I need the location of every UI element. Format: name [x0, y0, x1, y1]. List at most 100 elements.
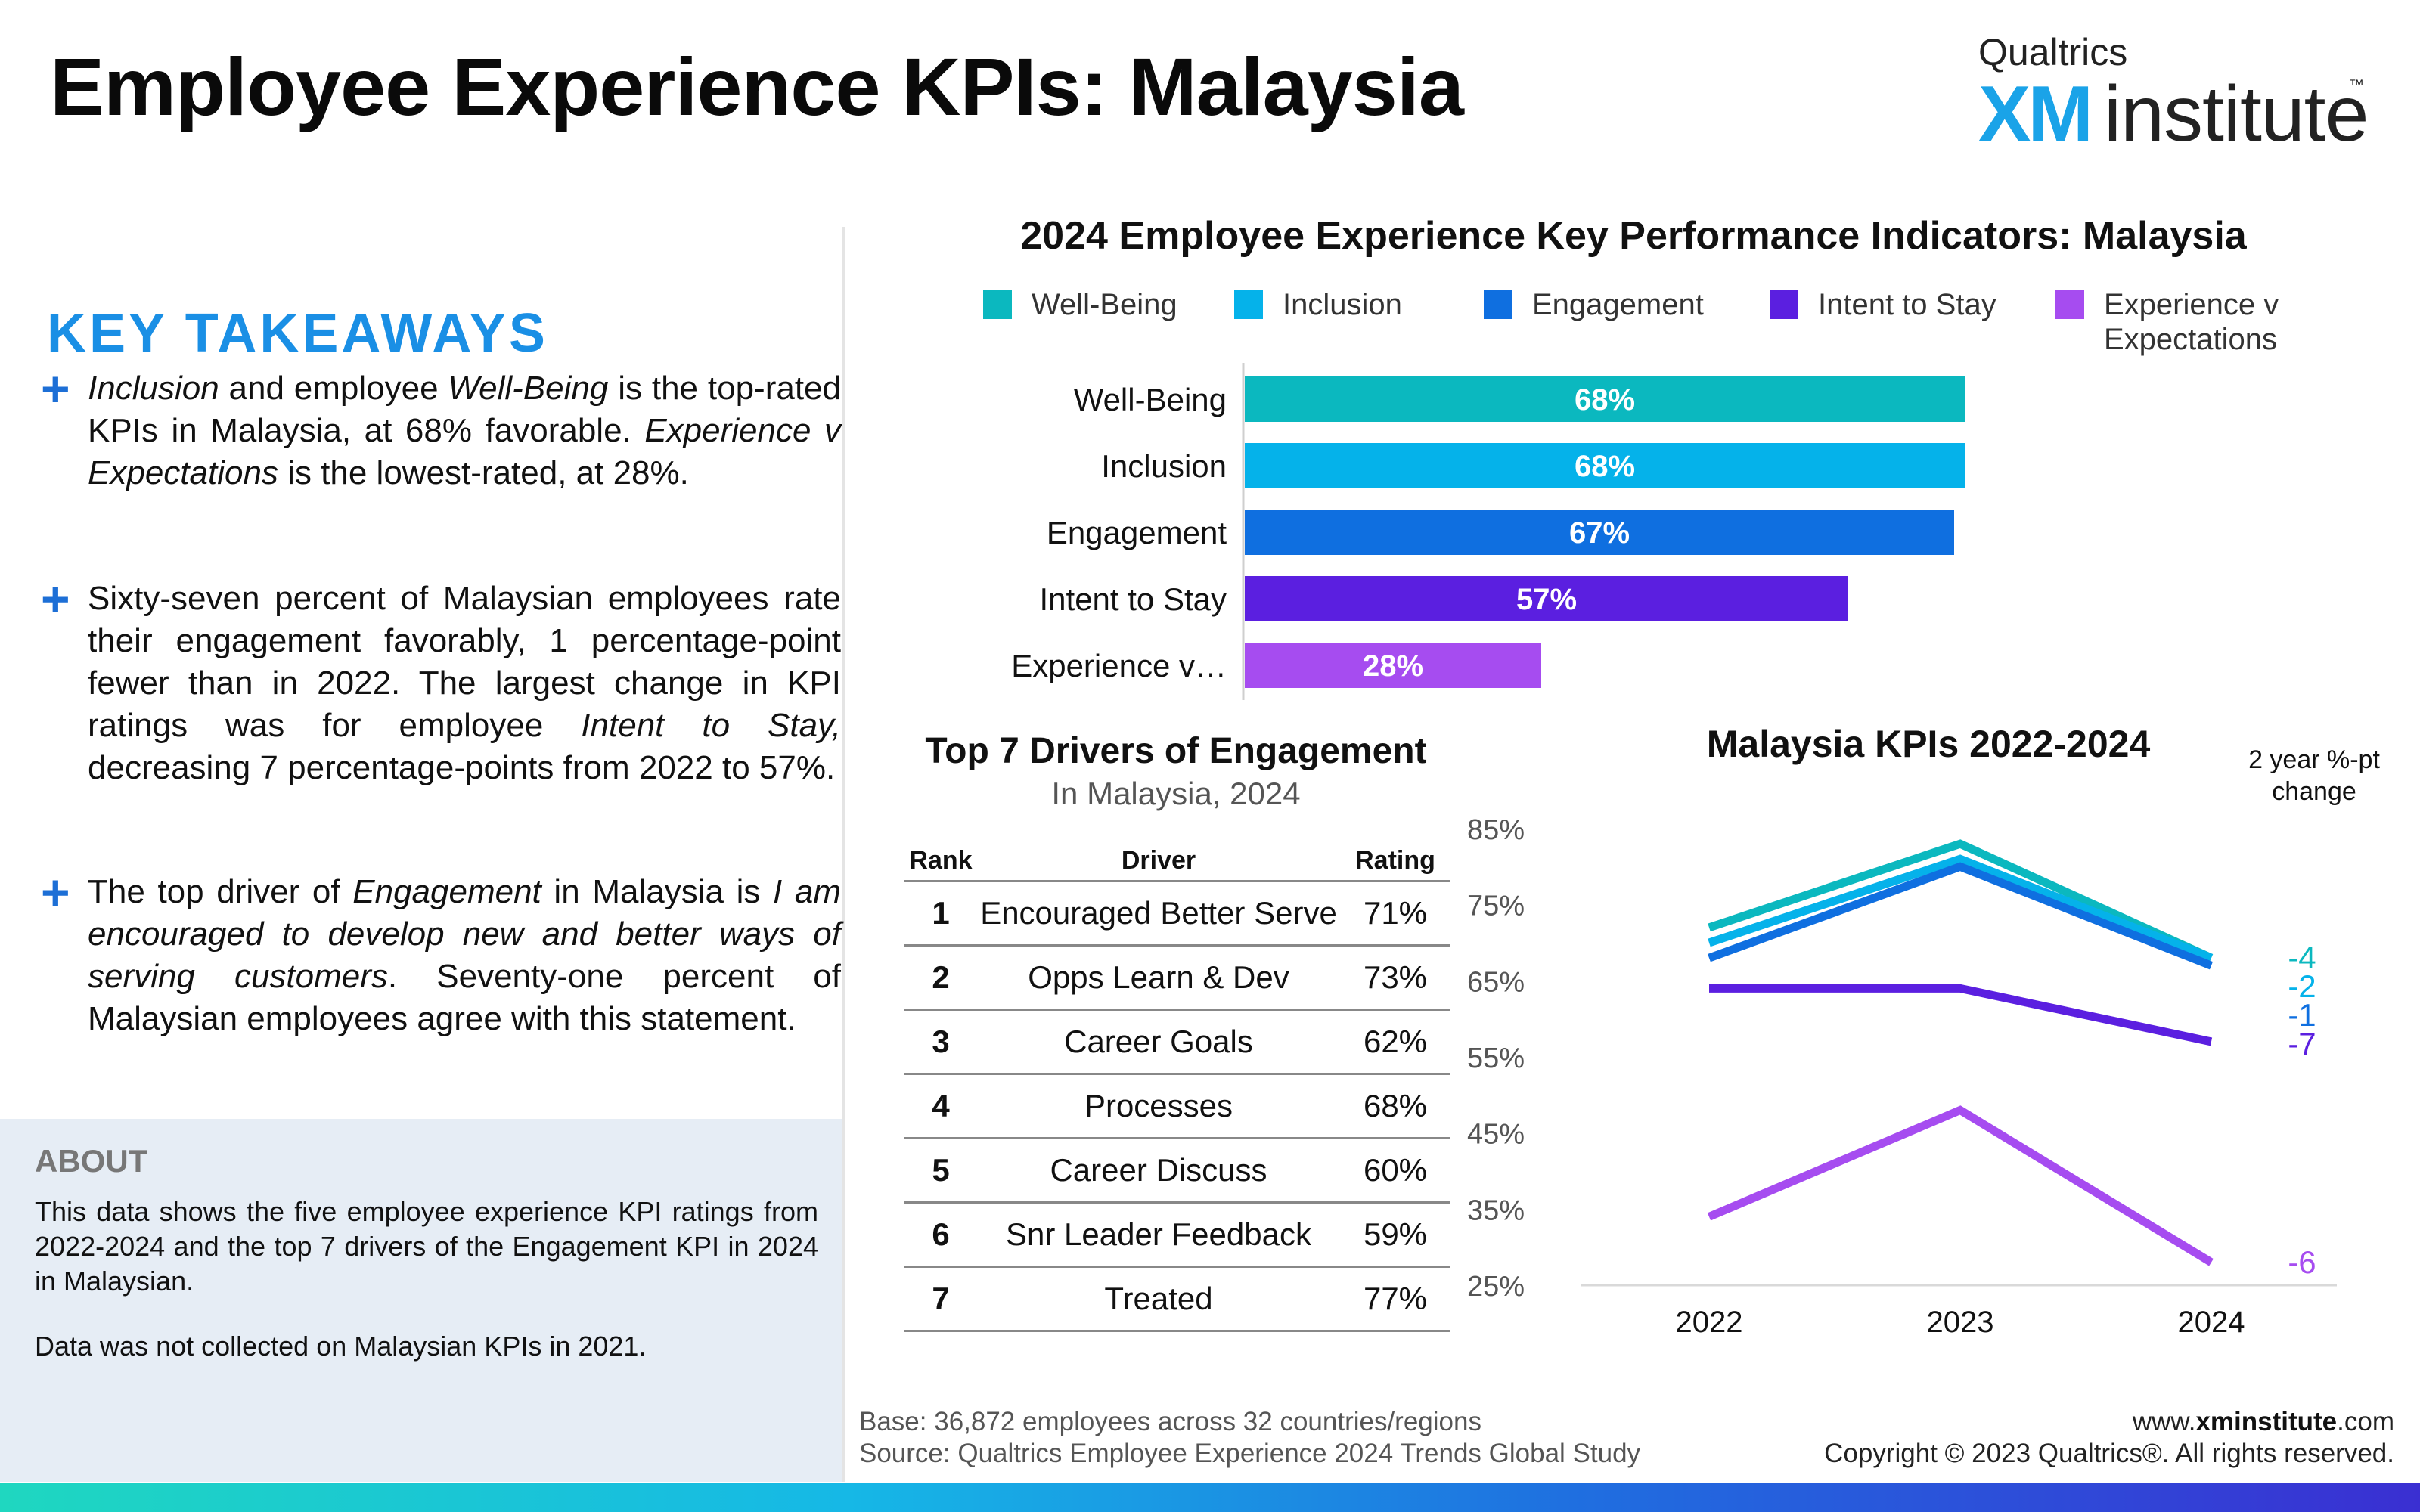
y-tick-label: 85%: [1467, 814, 1525, 846]
rank-cell: 2: [904, 945, 977, 1011]
logo-tm: ™: [2349, 77, 2364, 94]
legend-swatch: [1770, 290, 1798, 319]
rank-cell: 4: [904, 1074, 977, 1139]
bar-intent-to-stay: [1245, 576, 1848, 621]
takeaway-text-part: is the lowest-rated, at 28%.: [278, 454, 689, 491]
site-suffix: .com: [2337, 1407, 2394, 1436]
bar-category-label: Experience v…: [1011, 648, 1227, 683]
y-tick-label: 45%: [1467, 1119, 1525, 1151]
bottom-gradient-strip: [0, 1483, 2420, 1512]
rating-cell: 77%: [1340, 1266, 1450, 1332]
driver-cell: Encouraged Better Serve: [977, 881, 1340, 947]
change-value-label: -2: [2288, 968, 2316, 1004]
footer-right: www.xminstitute.com Copyright © 2023 Qua…: [1739, 1406, 2394, 1470]
kpi-trend-line-chart: 25%35%45%55%65%75%85%2022 2023 2024-4-2-1-…: [1467, 814, 2337, 1339]
x-tick-label: 2024: [2178, 1306, 2245, 1339]
legend-swatch: [983, 290, 1012, 319]
about-panel: [0, 1119, 842, 1482]
logo-xm-text: XM: [1978, 70, 2093, 158]
bar-value-label: 68%: [1575, 450, 1635, 483]
takeaway-text-part: Intent to Stay,: [581, 707, 842, 744]
footer-source-line: Source: Qualtrics Employee Experience 20…: [859, 1439, 1641, 1468]
xm-institute-logo: Qualtrics XM institute ™: [1978, 30, 2372, 158]
bar-experience-v-expectations: [1245, 643, 1541, 688]
line-chart-title: Malaysia KPIs 2022-2024: [1706, 723, 2151, 765]
takeaway-text-part: Well-Being: [448, 370, 609, 407]
column-header: Rank: [904, 841, 977, 882]
takeaway-text-part: Engagement: [352, 873, 541, 910]
bar-category-label: Inclusion: [1101, 448, 1227, 484]
bar-value-label: 57%: [1516, 583, 1577, 616]
takeaway-text: Sixty-seven percent of Malaysian employe…: [88, 578, 841, 789]
legend-swatch: [2055, 290, 2084, 319]
driver-cell: Processes: [977, 1074, 1340, 1139]
takeaway-text-part: and employee: [219, 370, 448, 407]
footer-source: Base: 36,872 employees across 32 countri…: [859, 1406, 1640, 1470]
bar-category-label: Well-Being: [1074, 382, 1227, 417]
change-value-label: -1: [2288, 997, 2316, 1033]
kpi-bar-chart: Well-Being 68% Inclusion 68% Engagement 67% In…: [1011, 363, 1965, 700]
rank-cell: 5: [904, 1138, 977, 1204]
x-tick-label: 2022: [1676, 1306, 1743, 1339]
rank-cell: 3: [904, 1009, 977, 1075]
rating-cell: 68%: [1340, 1074, 1450, 1139]
takeaway-text-part: Inclusion: [88, 370, 219, 407]
change-value-label: -7: [2288, 1026, 2316, 1061]
y-tick-label: 55%: [1467, 1043, 1525, 1074]
takeaway-text-part: in Malaysia is: [541, 873, 773, 910]
bar-category-label: Engagement: [1047, 515, 1227, 550]
change-value-label: -6: [2288, 1244, 2316, 1280]
table-row: 2 Opps Learn & Dev 73%: [904, 945, 1450, 1011]
y-tick-label: 25%: [1467, 1271, 1525, 1303]
drivers-table-body: 1 Encouraged Better Serve 71% 2 Opps Learn &…: [904, 881, 1450, 1332]
bar-category-label: Intent to Stay: [1040, 581, 1227, 617]
rating-cell: 59%: [1340, 1202, 1450, 1268]
takeaway-text-part: Experience v Expectations: [88, 412, 841, 491]
driver-cell: Career Goals: [977, 1009, 1340, 1075]
rank-cell: 1: [904, 881, 977, 947]
bar-inclusion: [1245, 443, 1965, 488]
table-row: 6 Snr Leader Feedback 59%: [904, 1202, 1450, 1268]
about-note: Data was not collected on Malaysian KPIs…: [35, 1331, 647, 1362]
bar-chart-title: 2024 Employee Experience Key Performance…: [1020, 214, 2247, 258]
takeaway-text-part: The top driver of: [88, 873, 353, 910]
rating-cell: 60%: [1340, 1138, 1450, 1204]
rating-cell: 62%: [1340, 1009, 1450, 1075]
about-text: This data shows the five employee experi…: [35, 1196, 818, 1297]
table-header-row: Rank Driver Rating: [904, 841, 1450, 882]
plus-icon: +: [41, 361, 70, 417]
takeaway-text-part: Sixty-seven percent of Malaysian employe…: [88, 580, 841, 744]
legend-label: Intent to Stay: [1818, 288, 1996, 321]
bar-value-label: 28%: [1363, 649, 1423, 683]
line-series-experience-v-expectations: [1707, 1105, 2214, 1266]
table-row: 3 Career Goals 62%: [904, 1009, 1450, 1075]
bar-value-label: 68%: [1575, 383, 1635, 417]
legend-swatch: [1484, 290, 1512, 319]
y-tick-label: 35%: [1467, 1194, 1525, 1226]
line-series-inclusion: [1708, 854, 2214, 962]
footer-base: Base: 36,872 employees across 32 countri…: [859, 1407, 1481, 1436]
legend-label: Well-Being: [1032, 288, 1177, 321]
site-name: xminstitute: [2195, 1407, 2338, 1436]
bar-value-label: 67%: [1569, 516, 1630, 550]
x-tick-label: 2023: [1927, 1306, 1994, 1339]
table-row: 7 Treated 77%: [904, 1266, 1450, 1332]
plus-icon: +: [41, 864, 70, 920]
table-row: 1 Encouraged Better Serve 71%: [904, 881, 1450, 947]
change-column-label: 2 year %-pt change: [2248, 745, 2380, 806]
driver-cell: Treated: [977, 1266, 1340, 1332]
column-header: Driver: [977, 841, 1340, 882]
y-tick-label: 75%: [1467, 891, 1525, 922]
table-row: 5 Career Discuss 60%: [904, 1138, 1450, 1204]
drivers-table-title: Top 7 Drivers of Engagement: [925, 731, 1427, 771]
table-row: 4 Processes 68%: [904, 1074, 1450, 1139]
takeaway-text: Inclusion and employee Well-Being is the…: [88, 367, 841, 494]
drivers-table-subtitle: In Malaysia, 2024: [1051, 776, 1301, 811]
logo-qualtrics-text: Qualtrics: [1978, 31, 2128, 73]
bar-well-being: [1245, 376, 1965, 422]
plus-icon: +: [41, 571, 70, 627]
footer-website-link[interactable]: www.xminstitute.com: [1739, 1406, 2394, 1438]
line-series-intent-to-stay: [1709, 984, 2213, 1046]
driver-cell: Career Discuss: [977, 1138, 1340, 1204]
rank-cell: 7: [904, 1266, 977, 1332]
